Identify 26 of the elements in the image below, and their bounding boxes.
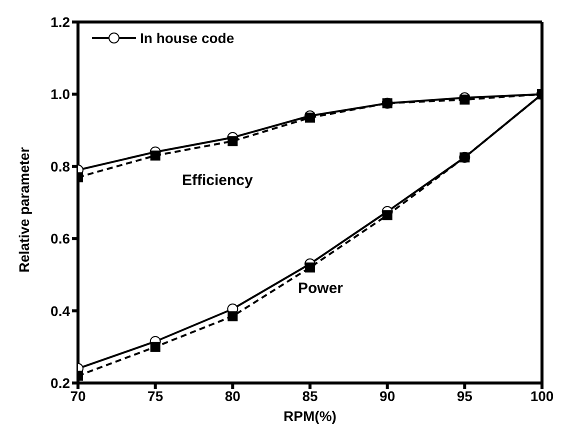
y-tick-label: 1.2 <box>50 14 70 30</box>
y-axis-title: Relative parameter <box>16 146 32 272</box>
y-tick-label: 0.8 <box>50 158 70 174</box>
x-tick-label: 100 <box>530 388 554 404</box>
annotation: Efficiency <box>182 172 253 189</box>
x-tick-label: 90 <box>380 388 396 404</box>
x-tick-label: 80 <box>224 388 241 404</box>
legend-label: In house code <box>140 30 234 46</box>
point <box>460 94 470 105</box>
x-tick-label: 95 <box>456 388 473 404</box>
point <box>305 112 315 123</box>
y-tick-label: 1.0 <box>50 86 70 102</box>
x-axis-title: RPM(%) <box>284 408 336 424</box>
point <box>305 262 315 272</box>
x-tick-label: 70 <box>70 388 86 404</box>
annotation: Power <box>298 280 344 297</box>
point <box>150 150 160 161</box>
y-tick-label: 0.2 <box>50 374 70 391</box>
point <box>382 210 392 220</box>
point <box>228 311 238 322</box>
point <box>150 342 160 352</box>
y-tick-label: 0.4 <box>50 302 70 319</box>
x-tick-label: 75 <box>148 388 164 404</box>
y-tick-label: 0.6 <box>50 230 70 247</box>
point <box>228 136 238 146</box>
x-tick-label: 85 <box>302 388 318 404</box>
